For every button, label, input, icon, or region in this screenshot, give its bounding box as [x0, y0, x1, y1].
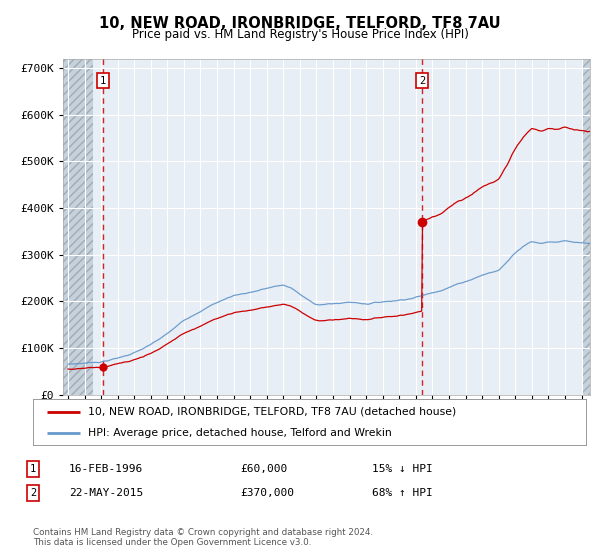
Text: 10, NEW ROAD, IRONBRIDGE, TELFORD, TF8 7AU: 10, NEW ROAD, IRONBRIDGE, TELFORD, TF8 7… — [99, 16, 501, 31]
Text: 68% ↑ HPI: 68% ↑ HPI — [372, 488, 433, 498]
Text: 2: 2 — [30, 488, 36, 498]
Text: 1: 1 — [100, 76, 106, 86]
Text: 2: 2 — [419, 76, 425, 86]
Text: 10, NEW ROAD, IRONBRIDGE, TELFORD, TF8 7AU (detached house): 10, NEW ROAD, IRONBRIDGE, TELFORD, TF8 7… — [88, 407, 457, 417]
Bar — [63, 59, 93, 395]
Text: £370,000: £370,000 — [240, 488, 294, 498]
Bar — [581, 59, 590, 395]
Text: 1: 1 — [30, 464, 36, 474]
Text: 15% ↓ HPI: 15% ↓ HPI — [372, 464, 433, 474]
Text: 22-MAY-2015: 22-MAY-2015 — [69, 488, 143, 498]
Bar — [581, 59, 590, 395]
Text: HPI: Average price, detached house, Telford and Wrekin: HPI: Average price, detached house, Telf… — [88, 428, 392, 438]
Text: £60,000: £60,000 — [240, 464, 287, 474]
Bar — [63, 59, 93, 395]
Text: Price paid vs. HM Land Registry's House Price Index (HPI): Price paid vs. HM Land Registry's House … — [131, 28, 469, 41]
Text: Contains HM Land Registry data © Crown copyright and database right 2024.
This d: Contains HM Land Registry data © Crown c… — [33, 528, 373, 547]
Text: 16-FEB-1996: 16-FEB-1996 — [69, 464, 143, 474]
